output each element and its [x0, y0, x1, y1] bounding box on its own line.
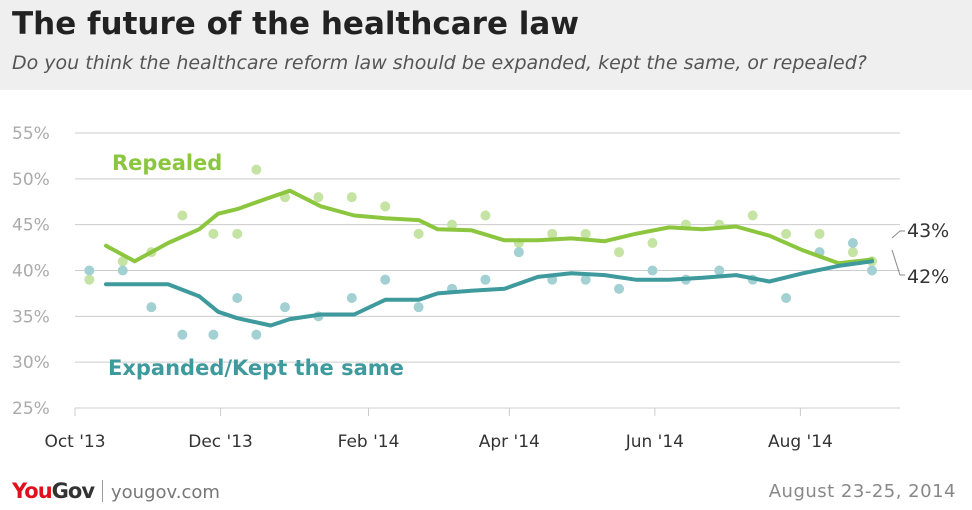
repealed-poll-dot	[781, 228, 792, 239]
repealed-poll-dot	[413, 228, 424, 239]
expanded-poll-dot	[714, 265, 725, 276]
expanded-poll-dot	[380, 274, 391, 285]
repealed-poll-dot	[117, 256, 128, 267]
logo-you-text: You	[12, 479, 53, 503]
series-labels: Repealed Expanded/Kept the same 43% 42%	[108, 151, 949, 380]
repealed-poll-dot	[847, 247, 858, 258]
y-tick-label: 35%	[12, 307, 50, 327]
repealed-poll-dot	[447, 219, 458, 230]
y-tick-label: 40%	[12, 262, 50, 282]
expanded-poll-dot	[232, 293, 243, 303]
poll-dots	[84, 164, 877, 340]
end-label-bracket	[891, 230, 905, 276]
trend-lines	[104, 188, 874, 328]
expanded-poll-dot	[117, 265, 128, 276]
expanded-series-label: Expanded/Kept the same	[108, 356, 404, 380]
repealed-poll-dot	[177, 210, 188, 221]
expanded-trend-line	[104, 259, 874, 328]
x-tick-label: Apr '14	[479, 432, 540, 452]
repealed-poll-dot	[647, 238, 658, 248]
repealed-poll-dot	[580, 228, 591, 239]
expanded-poll-dot	[580, 274, 591, 285]
y-tick-label: 55%	[12, 124, 50, 144]
yougov-logo: YouGov yougov.com	[12, 479, 220, 503]
x-tick-label: Oct '13	[44, 432, 105, 452]
expanded-poll-dot	[781, 293, 792, 303]
x-tick-label: Jun '14	[625, 432, 684, 452]
line-chart: 25% 30% 35% 40% 45% 50% 55% Oct '13 Dec '13 Feb '…	[12, 124, 949, 452]
expanded-poll-dot	[346, 293, 357, 303]
grid-lines	[74, 132, 900, 416]
expanded-poll-dot	[513, 247, 524, 258]
repealed-poll-dot	[208, 228, 219, 239]
axis-labels: 25% 30% 35% 40% 45% 50% 55% Oct '13 Dec '13 Feb '…	[12, 124, 833, 452]
logo-separator	[102, 480, 104, 502]
repealed-poll-dot	[313, 192, 324, 203]
repealed-poll-dot	[480, 210, 491, 221]
repealed-poll-dot	[251, 164, 262, 175]
expanded-poll-dot	[614, 283, 625, 294]
repealed-poll-dot	[547, 228, 558, 239]
repealed-poll-dot	[614, 247, 625, 258]
repealed-series-label: Repealed	[112, 151, 222, 175]
expanded-poll-dot	[847, 238, 858, 248]
chart-subtitle: Do you think the healthcare reform law s…	[12, 52, 867, 74]
expanded-poll-dot	[279, 302, 290, 313]
repealed-trend-line	[104, 188, 874, 266]
repealed-poll-dot	[814, 228, 825, 239]
footer-site-link[interactable]: yougov.com	[111, 482, 220, 503]
x-tick-label: Feb '14	[338, 432, 400, 452]
y-tick-label: 25%	[12, 399, 50, 419]
footer-date: August 23-25, 2014	[768, 481, 956, 502]
x-tick-label: Aug '14	[768, 432, 833, 452]
expanded-poll-dot	[177, 329, 188, 340]
expanded-poll-dot	[867, 265, 877, 276]
repealed-poll-dot	[380, 201, 391, 212]
repealed-poll-dot	[232, 228, 243, 239]
repealed-poll-dot	[84, 274, 95, 285]
chart-header: The future of the healthcare law Do you …	[0, 0, 972, 90]
expanded-poll-dot	[480, 274, 491, 285]
logo-gov-text: Gov	[51, 479, 95, 503]
expanded-poll-dot	[413, 302, 424, 313]
expanded-poll-dot	[647, 265, 658, 276]
expanded-poll-dot	[208, 329, 219, 340]
expanded-poll-dot	[84, 265, 95, 276]
expanded-poll-dot	[146, 302, 157, 313]
y-tick-label: 30%	[12, 353, 50, 373]
repealed-poll-dot	[747, 210, 758, 221]
end-label-top: 43%	[907, 220, 949, 242]
repealed-poll-dot	[346, 192, 357, 203]
chart-title: The future of the healthcare law	[12, 6, 579, 42]
end-label-bottom: 42%	[907, 266, 949, 288]
x-tick-label: Dec '13	[188, 432, 253, 452]
y-tick-label: 50%	[12, 170, 50, 190]
expanded-poll-dot	[251, 329, 262, 340]
y-tick-label: 45%	[12, 216, 50, 236]
